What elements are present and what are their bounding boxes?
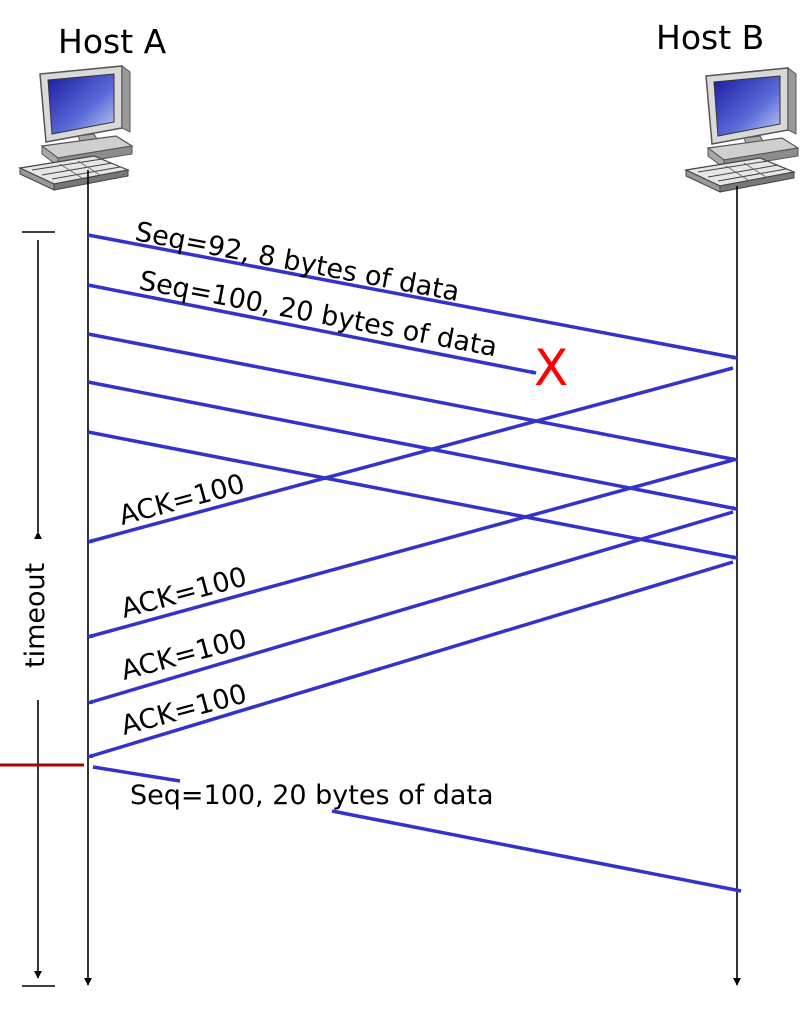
timeout-label: timeout	[20, 563, 51, 668]
ack-1-label: ACK=100	[116, 469, 248, 532]
ack-1: ACK=100	[87, 366, 734, 544]
packet-loss-marker: X	[534, 339, 568, 397]
host-b-label: Host B	[656, 18, 764, 57]
segment-retransmit: Seq=100, 20 bytes of data	[92, 765, 742, 893]
segment-5	[87, 430, 738, 560]
timeout-interval: timeout	[20, 231, 55, 987]
segment-3	[87, 332, 738, 462]
segment-seq100-lost: Seq=100, 20 bytes of data X	[87, 265, 568, 397]
host-b-computer-icon	[685, 67, 799, 193]
host-a-label: Host A	[58, 22, 167, 61]
segment-retransmit-label: Seq=100, 20 bytes of data	[130, 780, 494, 811]
ack-2-label: ACK=100	[118, 562, 250, 625]
host-a-computer-icon	[19, 65, 133, 191]
ack-3-label: ACK=100	[118, 624, 250, 687]
